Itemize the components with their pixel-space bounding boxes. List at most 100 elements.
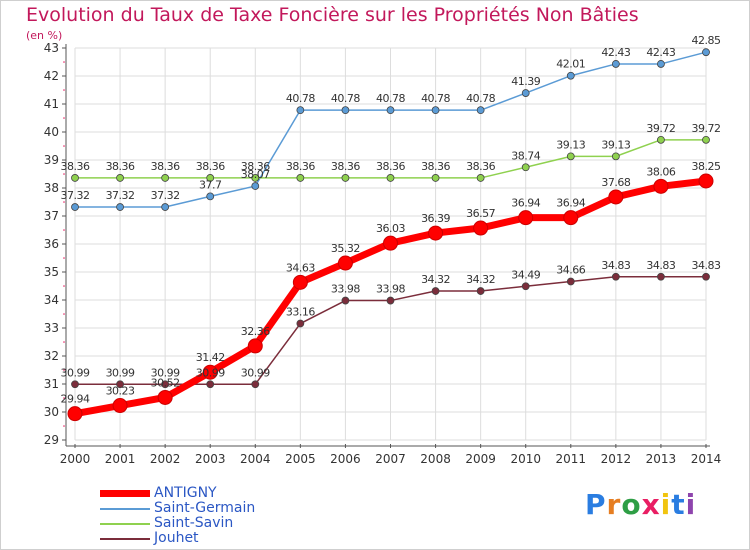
data-label-antigny: 36.03 [376,222,405,235]
y-tick-label: 32 [44,349,59,363]
data-label-saint-germain: 40.78 [331,92,360,105]
data-point-saint-germain [431,106,440,115]
data-label-saint-germain: 37.32 [106,189,135,202]
legend-swatch [100,522,150,525]
y-minor-tick [63,285,65,287]
data-label-saint-germain: 37.7 [199,178,222,191]
x-tick-label: 2007 [375,452,406,466]
data-label-saint-germain: 38.07 [241,168,270,181]
data-point-saint-savin [702,135,710,144]
data-point-antigny [518,210,534,226]
y-tick-label: 39 [44,153,59,167]
proxiti-logo: Proxiti [585,488,696,521]
data-label-saint-germain: 40.78 [286,92,315,105]
data-point-saint-savin [521,163,530,172]
x-tick-label: 2013 [646,452,677,466]
x-tick-label: 2012 [601,452,632,466]
y-minor-tick [63,229,65,231]
x-tick-label: 2014 [691,452,722,466]
legend-item-saint-savin: Saint-Savin [100,516,255,531]
y-tick-label: 33 [44,321,59,335]
axes: 29 30 31 32 33 34 35 36 37 38 39 40 41 42 43 2000 2001 20… [44,41,722,466]
data-label-saint-germain: 40.78 [466,92,495,105]
data-label-jouhet: 30.99 [241,366,270,379]
data-point-saint-germain [566,71,575,80]
data-label-jouhet: 34.49 [511,268,540,281]
data-point-jouhet [431,287,440,295]
logo-letter: o [621,488,642,521]
data-point-antigny [428,225,444,241]
data-label-saint-savin: 38.36 [331,160,360,173]
data-point-jouhet [161,380,170,389]
data-point-saint-germain [657,60,665,68]
data-label-jouhet: 34.83 [646,259,675,272]
data-label-antigny: 32.36 [241,325,270,338]
x-tick-label: 2002 [150,452,181,466]
x-tick-label: 2001 [105,452,136,466]
series-antigny [67,173,714,422]
data-point-antigny [563,210,579,226]
gridlines [74,47,707,441]
data-label-saint-germain: 40.78 [376,92,405,105]
y-tick-label: 31 [44,377,59,391]
data-point-jouhet [702,272,710,281]
data-point-saint-germain [341,106,350,115]
y-tick-label: 42 [44,69,59,83]
data-point-saint-savin [476,174,485,182]
chart-title: Evolution du Taux de Taxe Foncière sur l… [26,4,639,26]
data-point-antigny [337,255,353,271]
data-point-jouhet [386,296,395,305]
data-point-antigny [292,274,308,290]
data-point-jouhet [116,380,124,389]
x-tick-label: 2010 [510,452,541,466]
x-tick-label: 2004 [240,452,271,466]
data-label-antigny: 30.52 [151,376,180,389]
data-point-saint-germain [611,60,620,68]
data-label-jouhet: 33.16 [286,306,315,319]
data-label-jouhet: 30.99 [151,366,180,379]
data-label-antigny: 38.06 [646,165,675,178]
data-label-jouhet: 34.66 [556,264,585,277]
data-label-saint-germain: 42.43 [601,46,630,59]
logo-letter: i [685,488,697,521]
x-tick-label: 2009 [465,452,496,466]
data-label-saint-savin: 38.36 [61,160,90,173]
y-tick-label: 40 [44,125,59,139]
data-point-jouhet [206,380,215,389]
y-tick-label: 43 [44,41,59,55]
data-label-saint-germain: 42.01 [556,58,585,71]
legend-item-antigny: ANTIGNY [100,486,255,501]
logo-letter: P [585,488,607,521]
data-point-saint-savin [116,174,124,182]
data-point-saint-savin [431,174,440,182]
y-minor-tick [63,397,65,399]
data-point-saint-savin [611,152,620,161]
y-minor-tick [63,425,65,427]
data-label-antigny: 31.42 [196,351,225,364]
data-point-antigny [698,173,714,189]
data-point-antigny [157,389,173,405]
logo-letter: t [671,488,686,521]
data-label-jouhet: 30.99 [196,366,225,379]
data-label-antigny: 38.25 [692,160,721,173]
data-label-jouhet: 34.83 [692,259,721,272]
data-point-saint-germain [206,192,215,201]
data-point-saint-savin [566,152,575,161]
series-jouhet [71,272,710,389]
data-label-jouhet: 33.98 [331,283,360,296]
legend-label: ANTIGNY [154,485,217,501]
x-tick-label: 2006 [330,452,361,466]
y-minor-tick [63,89,65,91]
data-label-saint-savin: 38.74 [511,149,540,162]
data-label-saint-savin: 38.36 [151,160,180,173]
data-label-jouhet: 34.32 [421,273,450,286]
data-label-saint-germain: 41.39 [511,75,540,88]
logo-letter: i [660,488,672,521]
y-minor-tick [63,201,65,203]
data-label-saint-germain: 40.78 [421,92,450,105]
data-label-antigny: 36.94 [511,197,540,210]
data-point-jouhet [611,272,620,281]
data-point-antigny [112,398,128,414]
data-point-antigny [67,406,83,422]
